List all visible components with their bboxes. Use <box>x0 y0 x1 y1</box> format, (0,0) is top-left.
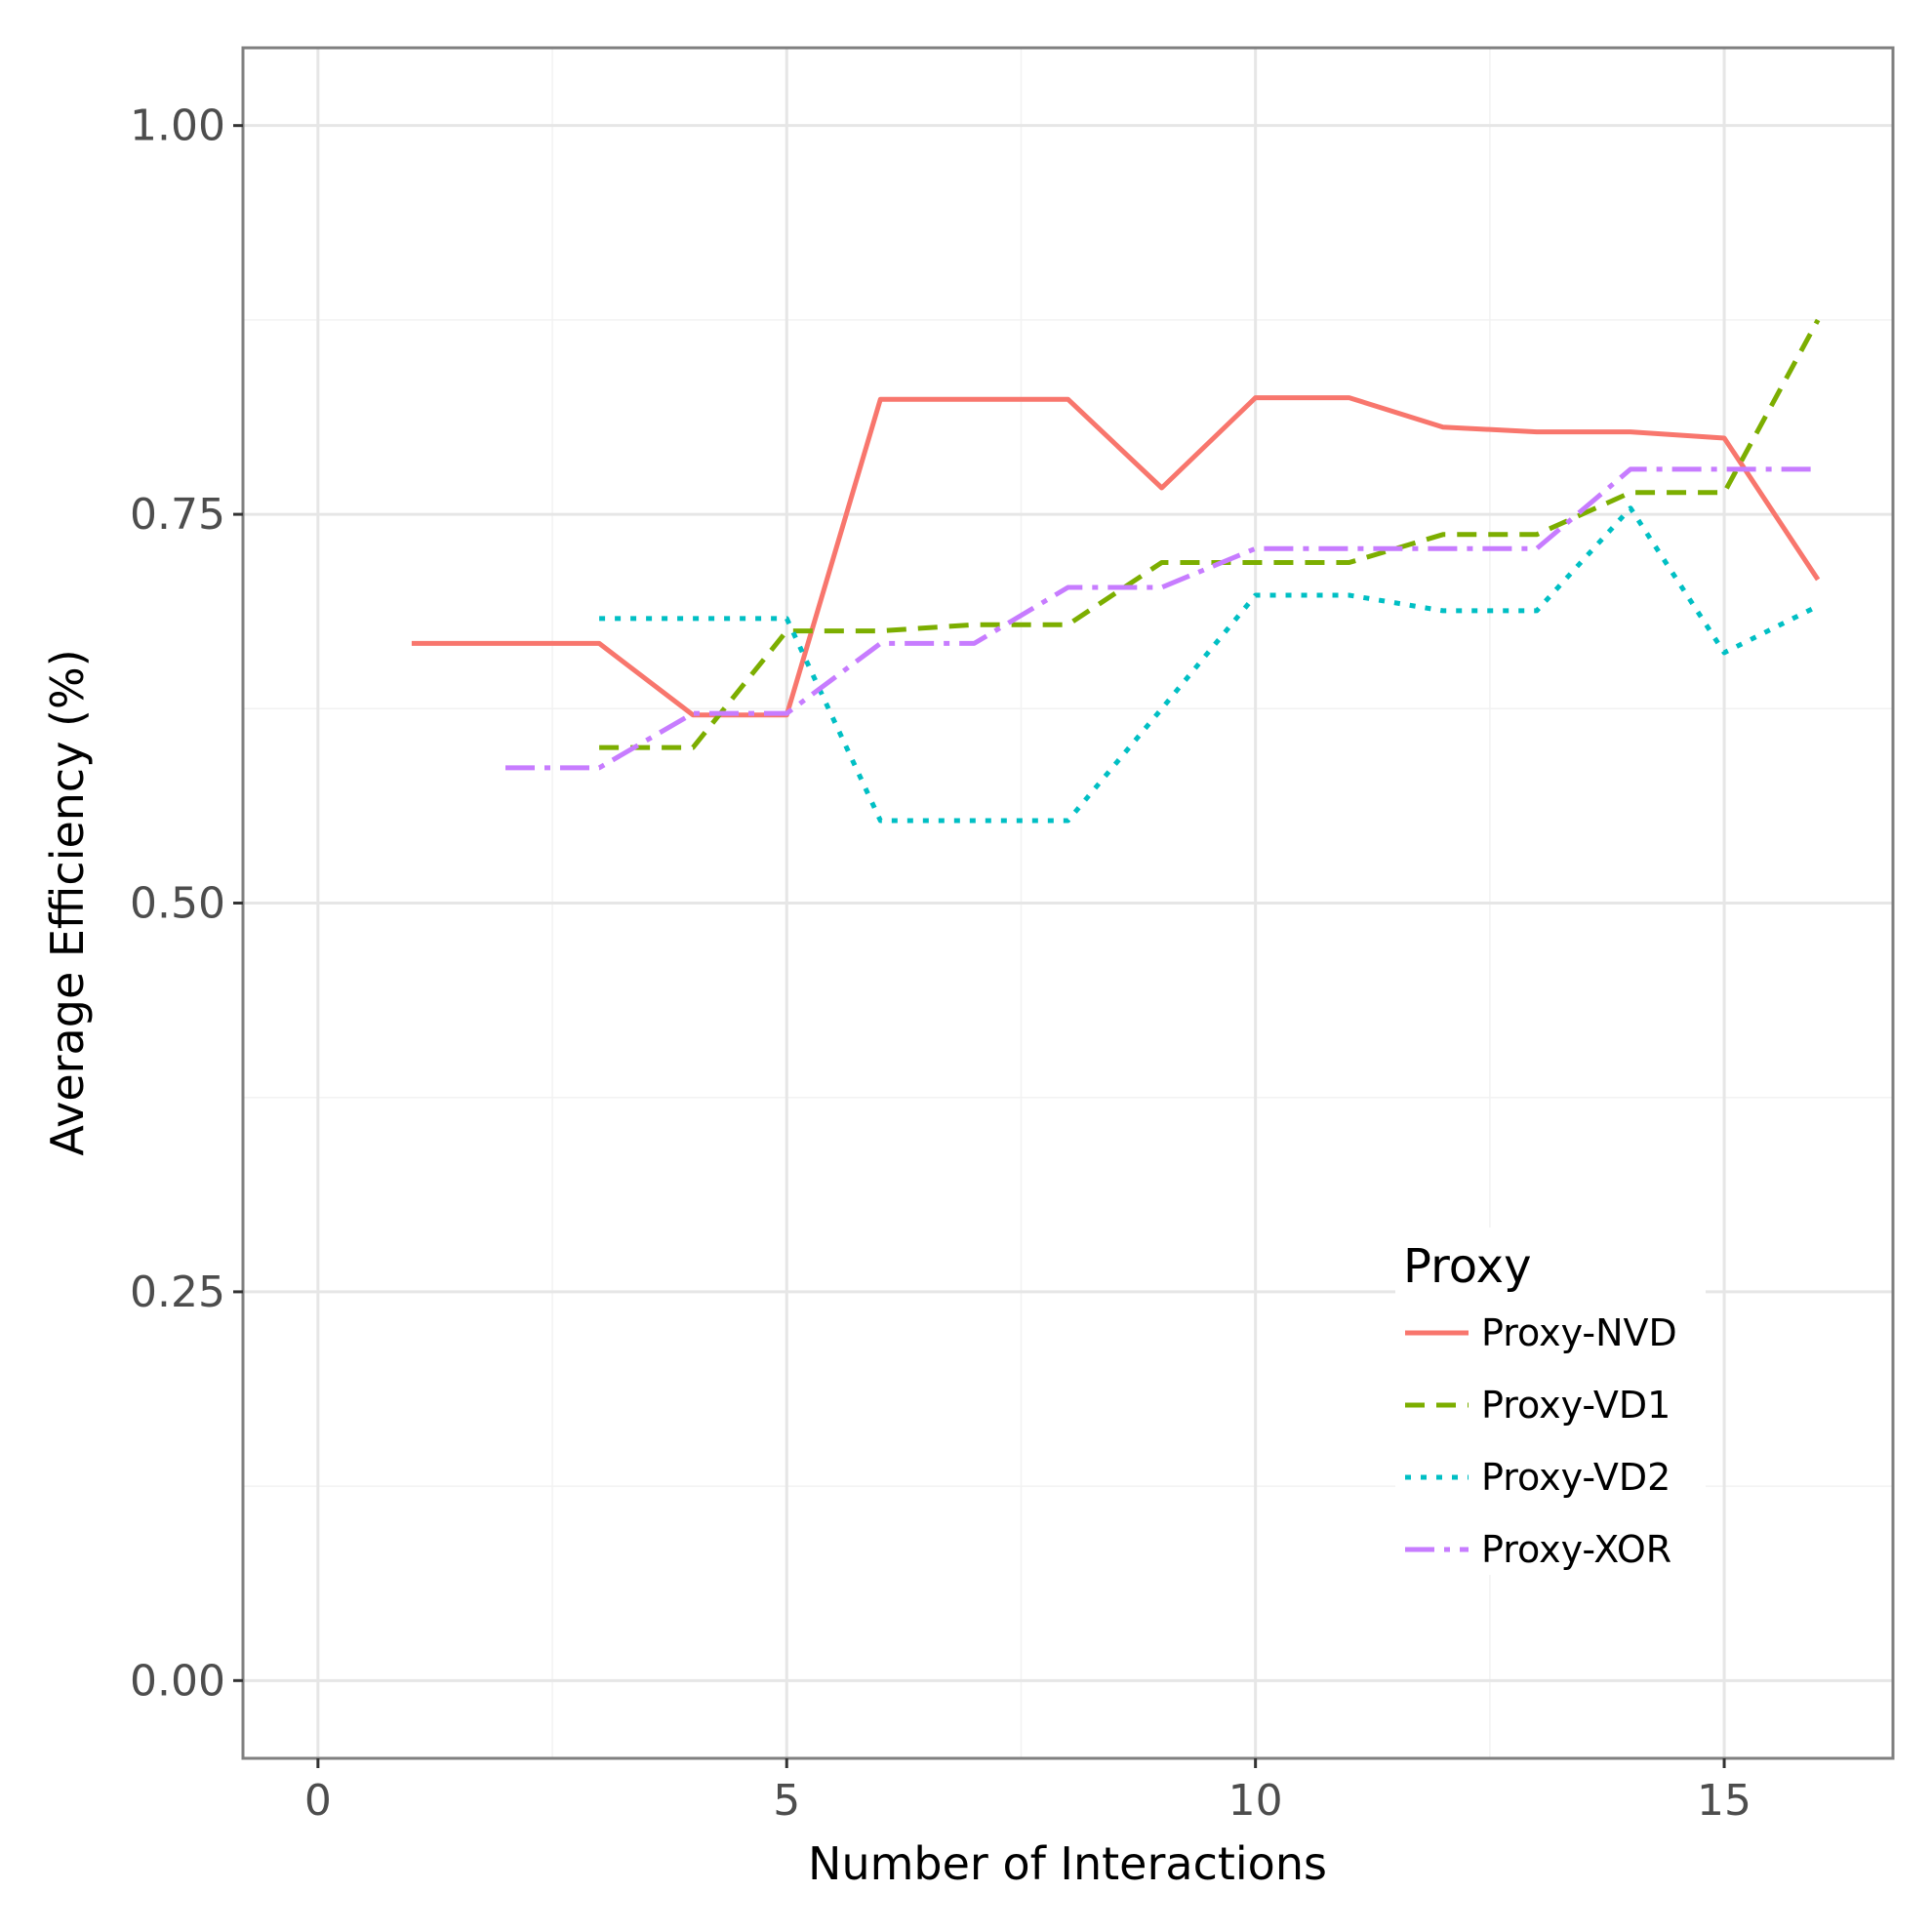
legend-title: Proxy <box>1403 1239 1531 1294</box>
y-tick-label: 0.25 <box>130 1268 225 1317</box>
x-axis: 0 5 10 15 <box>304 1758 1751 1826</box>
x-tick-label: 15 <box>1697 1776 1751 1826</box>
legend-background <box>1395 1228 1706 1575</box>
legend-label-proxy-xor: Proxy-XOR <box>1481 1528 1671 1571</box>
y-tick-label: 0.00 <box>130 1656 225 1706</box>
x-axis-title: Number of Interactions <box>808 1837 1327 1890</box>
y-tick-label: 1.00 <box>130 101 225 151</box>
series-lines <box>411 318 1821 824</box>
legend-label-proxy-vd1: Proxy-VD1 <box>1481 1384 1670 1427</box>
major-gridlines <box>243 48 1893 1758</box>
plot-panel: Proxy Proxy-NVD Proxy-VD1 Proxy-VD2 Proxy-X… <box>241 46 1895 1760</box>
y-axis-title: Average Efficiency (%) <box>41 649 94 1155</box>
x-tick-label: 10 <box>1228 1776 1283 1826</box>
x-tick-label: 5 <box>773 1776 800 1826</box>
legend-label-proxy-nvd: Proxy-NVD <box>1481 1311 1677 1354</box>
y-tick-label: 0.50 <box>130 879 225 929</box>
y-tick-label: 0.75 <box>130 490 225 540</box>
series-line-proxy-xor <box>505 466 1819 771</box>
x-tick-label: 0 <box>304 1776 332 1826</box>
series-line-proxy-nvd <box>411 395 1821 718</box>
legend: Proxy Proxy-NVD Proxy-VD1 Proxy-VD2 Proxy-X… <box>1395 1228 1706 1575</box>
series-line-proxy-vd1 <box>599 318 1821 750</box>
legend-label-proxy-vd2: Proxy-VD2 <box>1481 1456 1670 1499</box>
y-axis: 0.00 0.25 0.50 0.75 1.00 <box>130 101 243 1706</box>
legend-items: Proxy-NVD Proxy-VD1 Proxy-VD2 Proxy-XOR <box>1405 1311 1677 1571</box>
series-line-proxy-vd2 <box>599 505 1820 824</box>
